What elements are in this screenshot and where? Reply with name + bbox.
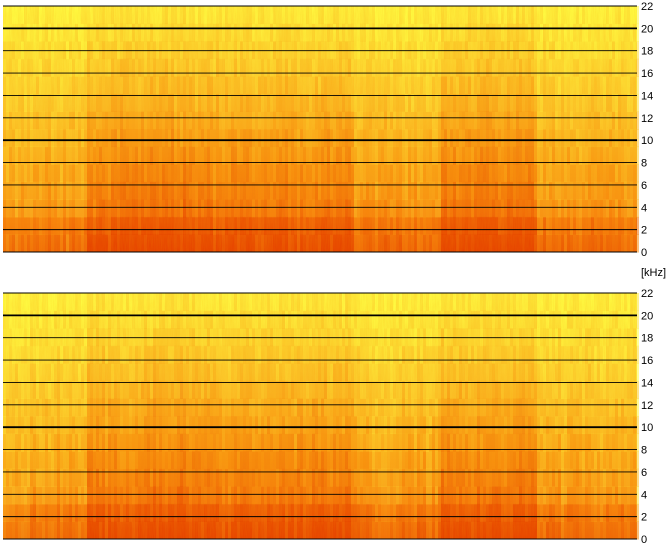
ytick-label-10: 10	[641, 135, 653, 147]
spectrogram-upper: 0 2 4 6 8 10 12 14 16 18 20 22	[3, 1, 653, 259]
ytick-label-18: 18	[641, 46, 653, 58]
ytick-label-2: 2	[641, 512, 647, 524]
ytick-label-22: 22	[641, 1, 653, 13]
ytick-label-6: 6	[641, 180, 647, 192]
spectrogram-noise	[3, 293, 637, 539]
ytick-label-6: 6	[641, 467, 647, 479]
ytick-label-16: 16	[641, 355, 653, 367]
spectrogram-noise	[3, 6, 637, 252]
ytick-label-18: 18	[641, 333, 653, 345]
frequency-unit-label: [kHz]	[641, 267, 666, 279]
ytick-label-0: 0	[641, 534, 647, 544]
ytick-label-10: 10	[641, 422, 653, 434]
ytick-label-2: 2	[641, 225, 647, 237]
ytick-label-22: 22	[641, 288, 653, 300]
ytick-label-12: 12	[641, 400, 653, 412]
ytick-label-4: 4	[641, 202, 647, 214]
ytick-label-12: 12	[641, 113, 653, 125]
spectrogram-lower: 0 2 4 6 8 10 12 14 16 18 20 22	[3, 288, 653, 544]
ytick-label-8: 8	[641, 445, 647, 457]
ytick-label-14: 14	[641, 90, 653, 102]
ytick-label-16: 16	[641, 68, 653, 80]
ytick-label-0: 0	[641, 247, 647, 259]
ytick-label-8: 8	[641, 158, 647, 170]
ytick-label-4: 4	[641, 489, 647, 501]
ytick-label-14: 14	[641, 377, 653, 389]
ytick-label-20: 20	[641, 310, 653, 322]
ytick-label-20: 20	[641, 23, 653, 35]
